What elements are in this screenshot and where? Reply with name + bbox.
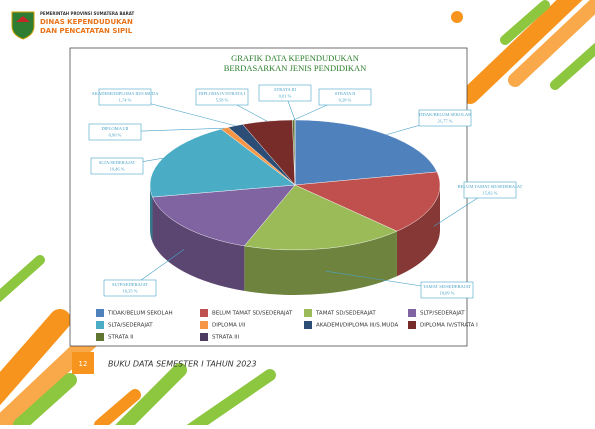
slice-label: TIDAK/BELUM SEKOLAH: [418, 112, 472, 117]
legend-swatch: [304, 321, 312, 329]
slice-label: SLTA/SEDERAJAT: [99, 160, 136, 165]
chart-subtitle: BERDASARKAN JENIS PENDIDIKAN: [224, 63, 367, 73]
slice-label: BELUM TAMAT SD/SEDERAJAT: [458, 184, 523, 189]
slice-label: TAMAT SD/SEDERAJAT: [423, 284, 471, 289]
legend-label: DIPLOMA IV/STRATA I: [420, 323, 478, 329]
legend-swatch: [408, 321, 416, 329]
legend-swatch: [200, 309, 208, 317]
legend-label: TIDAK/BELUM SEKOLAH: [107, 311, 173, 317]
legend-swatch: [200, 333, 208, 341]
legend-label: BELUM TAMAT SD/SEDERAJAT: [212, 311, 293, 317]
logo: [12, 12, 34, 39]
legend-label: SLTP/SEDERAJAT: [420, 311, 465, 317]
page-number: 12: [79, 360, 88, 368]
slice-label: STRATA II: [335, 91, 356, 96]
legend-label: STRATA III: [212, 335, 239, 341]
legend-swatch: [96, 321, 104, 329]
footer-text: BUKU DATA SEMESTER I TAHUN 2023: [108, 360, 257, 369]
slice-label: DIPLOMA I/II: [101, 126, 129, 131]
slice-label: STRATA III: [274, 87, 297, 92]
legend-swatch: [200, 321, 208, 329]
agency-title: DINAS KEPENDUDUKAN: [40, 18, 133, 26]
legend-swatch: [96, 309, 104, 317]
slice-label: DIPLOMA IV/STRATA I: [199, 91, 246, 96]
legend-label: SLTA/SEDERAJAT: [108, 323, 153, 329]
legend-swatch: [304, 309, 312, 317]
legend-label: DIPLOMA I/II: [212, 323, 246, 329]
slice-label: AKADEMI/DIPLOMA III/S.MUDA: [92, 91, 160, 96]
legend-swatch: [408, 309, 416, 317]
agency-title: DAN PENCATATAN SIPIL: [40, 27, 133, 35]
legend-label: AKADEMI/DIPLOMA III/S.MUDA: [316, 323, 398, 329]
slice-label: SLTP/SEDERAJAT: [112, 282, 148, 287]
chart-title: GRAFIK DATA KEPENDUDUKAN: [231, 53, 359, 63]
legend-swatch: [96, 333, 104, 341]
legend-label: TAMAT SD/SEDERAJAT: [315, 311, 376, 317]
agency: PEMERINTAH PROVINSI SUMATERA BARAT: [40, 11, 134, 16]
legend-label: STRATA II: [108, 335, 134, 341]
